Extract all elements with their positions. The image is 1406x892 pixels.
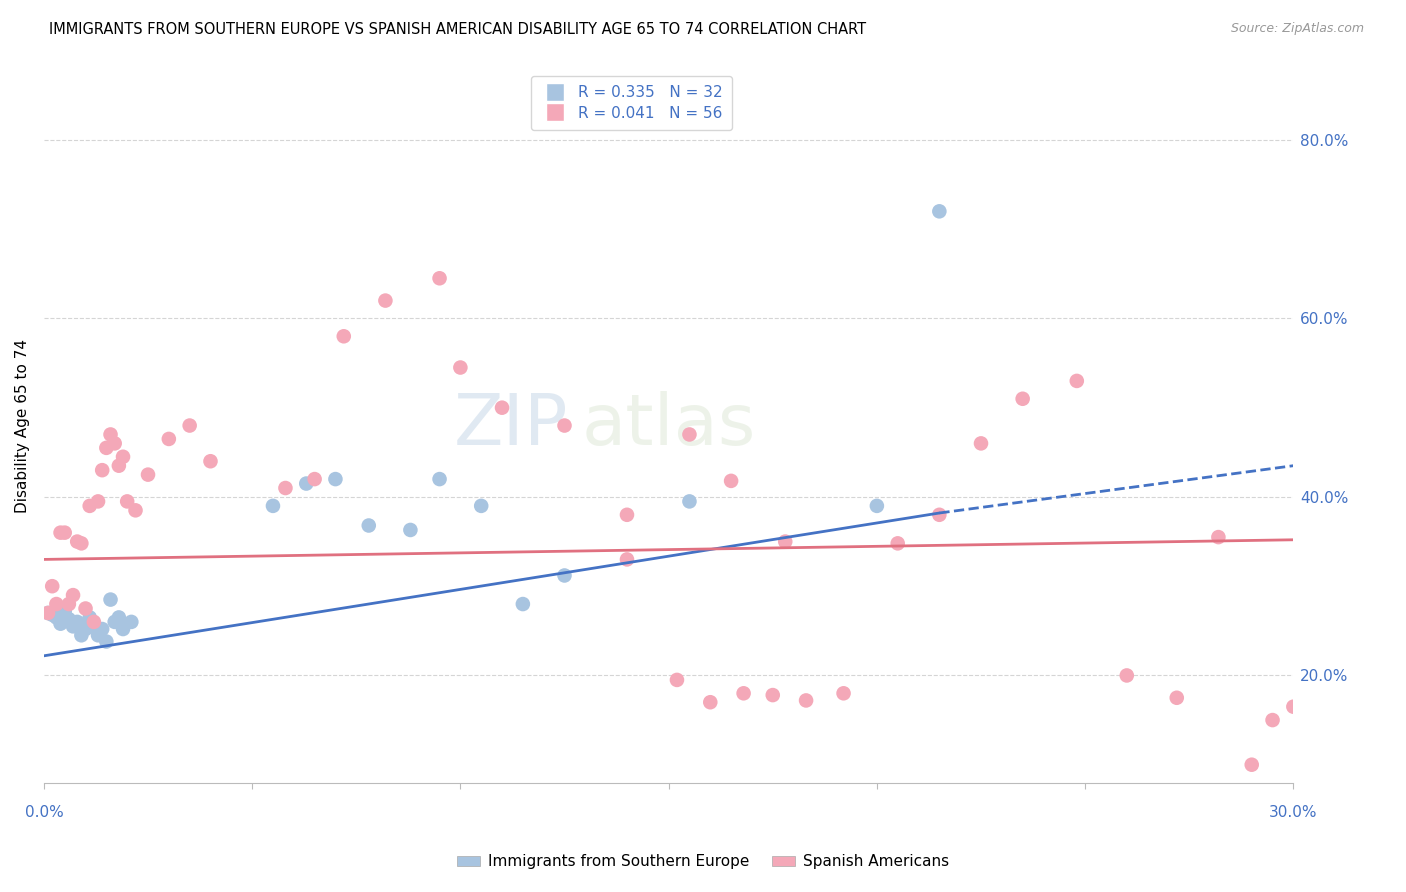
Point bbox=[104, 615, 127, 629]
Point bbox=[832, 686, 855, 700]
Point bbox=[62, 588, 84, 602]
Point bbox=[665, 673, 688, 687]
Point bbox=[96, 634, 118, 648]
Point bbox=[886, 536, 908, 550]
Point bbox=[1303, 690, 1326, 705]
Text: ZIP: ZIP bbox=[454, 391, 568, 460]
Point bbox=[108, 610, 131, 624]
Point bbox=[111, 622, 134, 636]
Point bbox=[1011, 392, 1033, 406]
Text: 30.0%: 30.0% bbox=[1270, 805, 1317, 820]
Point bbox=[399, 523, 422, 537]
Point bbox=[179, 418, 201, 433]
Point bbox=[325, 472, 347, 486]
Point bbox=[91, 622, 114, 636]
Point bbox=[87, 494, 110, 508]
Point bbox=[100, 592, 122, 607]
Point bbox=[37, 606, 59, 620]
Point bbox=[100, 427, 122, 442]
Point bbox=[58, 612, 80, 626]
Point bbox=[41, 607, 63, 622]
Point bbox=[304, 472, 326, 486]
Point bbox=[66, 534, 89, 549]
Point bbox=[79, 499, 101, 513]
Point bbox=[491, 401, 513, 415]
Point bbox=[37, 606, 59, 620]
Point bbox=[274, 481, 297, 495]
Point bbox=[75, 601, 97, 615]
Point bbox=[928, 508, 950, 522]
Point bbox=[332, 329, 354, 343]
Point bbox=[66, 615, 89, 629]
Point bbox=[124, 503, 146, 517]
Point bbox=[262, 499, 284, 513]
Point bbox=[49, 525, 72, 540]
Point bbox=[136, 467, 159, 482]
Point bbox=[470, 499, 492, 513]
Point bbox=[91, 463, 114, 477]
Point bbox=[1282, 699, 1305, 714]
Point bbox=[83, 619, 105, 633]
Point bbox=[58, 597, 80, 611]
Point bbox=[83, 615, 105, 629]
Point bbox=[70, 536, 93, 550]
Point bbox=[720, 474, 742, 488]
Point bbox=[53, 604, 76, 618]
Point bbox=[616, 508, 638, 522]
Point bbox=[773, 534, 796, 549]
Point bbox=[928, 204, 950, 219]
Point bbox=[449, 360, 471, 375]
Point bbox=[678, 427, 700, 442]
Point bbox=[120, 615, 142, 629]
Point bbox=[1066, 374, 1088, 388]
Point bbox=[699, 695, 721, 709]
Point bbox=[678, 494, 700, 508]
Point bbox=[200, 454, 222, 468]
Point bbox=[41, 579, 63, 593]
Point bbox=[1240, 757, 1263, 772]
Point bbox=[157, 432, 180, 446]
Point bbox=[45, 610, 67, 624]
Point bbox=[96, 441, 118, 455]
Point bbox=[866, 499, 889, 513]
Point bbox=[62, 619, 84, 633]
Legend: R = 0.335   N = 32, R = 0.041   N = 56: R = 0.335 N = 32, R = 0.041 N = 56 bbox=[530, 76, 731, 130]
Point bbox=[75, 622, 97, 636]
Point bbox=[357, 518, 380, 533]
Point bbox=[104, 436, 127, 450]
Point bbox=[429, 271, 451, 285]
Point bbox=[295, 476, 318, 491]
Point bbox=[512, 597, 534, 611]
Point bbox=[733, 686, 755, 700]
Point bbox=[108, 458, 131, 473]
Point bbox=[794, 693, 817, 707]
Point bbox=[1166, 690, 1188, 705]
Point bbox=[616, 552, 638, 566]
Point bbox=[970, 436, 993, 450]
Point bbox=[87, 628, 110, 642]
Point bbox=[45, 597, 67, 611]
Text: Source: ZipAtlas.com: Source: ZipAtlas.com bbox=[1230, 22, 1364, 36]
Point bbox=[429, 472, 451, 486]
Point bbox=[49, 616, 72, 631]
Point bbox=[553, 418, 575, 433]
Point bbox=[1261, 713, 1284, 727]
Legend: Immigrants from Southern Europe, Spanish Americans: Immigrants from Southern Europe, Spanish… bbox=[451, 848, 955, 875]
Point bbox=[53, 525, 76, 540]
Point bbox=[79, 610, 101, 624]
Y-axis label: Disability Age 65 to 74: Disability Age 65 to 74 bbox=[15, 339, 30, 513]
Point bbox=[1115, 668, 1137, 682]
Point bbox=[1208, 530, 1230, 544]
Point bbox=[115, 494, 138, 508]
Point bbox=[111, 450, 134, 464]
Point bbox=[762, 688, 785, 702]
Text: IMMIGRANTS FROM SOUTHERN EUROPE VS SPANISH AMERICAN DISABILITY AGE 65 TO 74 CORR: IMMIGRANTS FROM SOUTHERN EUROPE VS SPANI… bbox=[49, 22, 866, 37]
Text: atlas: atlas bbox=[581, 391, 755, 460]
Point bbox=[70, 628, 93, 642]
Text: 0.0%: 0.0% bbox=[24, 805, 63, 820]
Point bbox=[374, 293, 396, 308]
Point bbox=[553, 568, 575, 582]
